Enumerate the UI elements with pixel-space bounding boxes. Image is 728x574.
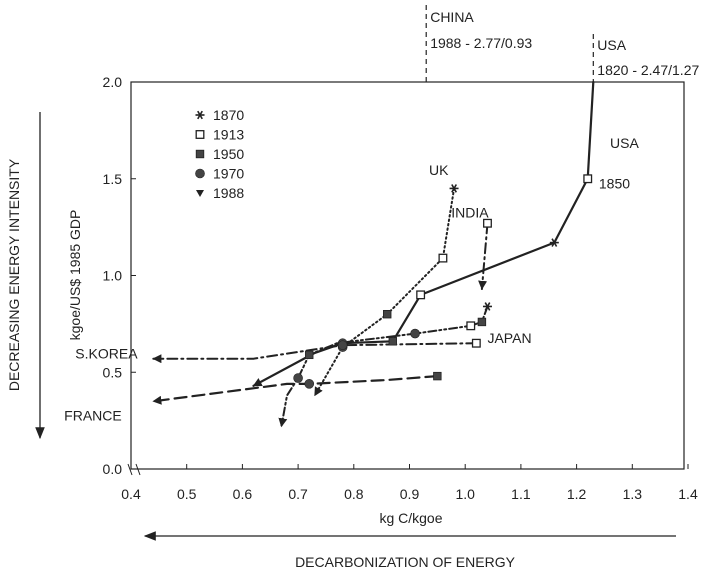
marks-layer [293, 174, 593, 389]
star-stroke [197, 110, 203, 120]
x-tick-label: 1.2 [567, 486, 587, 502]
marker-1870 [482, 302, 492, 311]
y-tick-label: 1.0 [103, 268, 123, 284]
marker-1913 [483, 218, 492, 228]
marker-1970 [304, 379, 315, 389]
annotation-france: FRANCE [64, 408, 122, 424]
x-tick-label: 0.5 [177, 486, 197, 502]
marker-1970 [293, 373, 303, 383]
x-tick-label: 1.1 [511, 486, 531, 502]
legend-label-1913: 1913 [213, 127, 244, 143]
outer-y-label: DECREASING ENERGY INTENSITY [6, 158, 22, 391]
series-usa-line [252, 80, 595, 387]
marker-1913 [471, 338, 481, 348]
marker-1950 [383, 309, 392, 319]
marker-1913 [416, 290, 426, 300]
labels-layer: UK INDIA JAPAN S.KOREA FRANCE USA 1850 CHINA 198… [64, 5, 699, 424]
y-tick-label: 0.5 [103, 364, 123, 380]
offscale-china-value: 1988 - 2.77/0.93 [430, 35, 532, 51]
marker-1913 [583, 174, 593, 184]
marker-1970 [337, 340, 348, 350]
legend-label-1950: 1950 [213, 146, 244, 162]
marker-1988 [196, 190, 204, 197]
marker-1950 [433, 371, 442, 381]
x-tick-label: 0.8 [344, 486, 364, 502]
y-tick-label: 0.0 [103, 461, 123, 477]
y-tick-label: 2.0 [103, 74, 123, 90]
marker-1970 [195, 168, 205, 179]
x-tick-label: 0.6 [233, 486, 253, 502]
x-axis-title: kg C/kgoe [379, 510, 442, 526]
offscale-usa-value: 1820 - 2.47/1.27 [597, 62, 699, 78]
marker-1913 [195, 130, 205, 139]
series-uk-line [313, 187, 456, 397]
offscale-usa-country: USA [597, 37, 626, 53]
marker-1950 [305, 350, 314, 360]
axis-break [127, 463, 141, 476]
x-tick-label: 0.4 [121, 486, 141, 502]
marker-1870 [549, 238, 559, 247]
marker-1870 [449, 184, 459, 193]
series-india-line [478, 222, 489, 290]
marker-1970 [410, 328, 420, 339]
legend-label-1988: 1988 [213, 185, 244, 201]
annotation-skorea: S.KOREA [75, 346, 138, 362]
x-tick-label: 1.0 [455, 486, 475, 502]
annotation-uk: UK [429, 162, 449, 178]
x-tick-label: 1.3 [623, 486, 643, 502]
annotation-japan: JAPAN [487, 330, 531, 346]
annotation-1850: 1850 [599, 175, 630, 191]
x-tick-label: 1.4 [678, 486, 698, 502]
y-axis-title: kgoe/US$ 1985 GDP [67, 210, 83, 341]
offscale-china-country: CHINA [430, 9, 474, 25]
annotation-usa: USA [610, 135, 639, 151]
outer-x-label: DECARBONIZATION OF ENERGY [295, 554, 516, 570]
legend-label-1870: 1870 [213, 107, 244, 123]
series-japan-line [278, 305, 489, 428]
axis-ticks: 0.4 0.5 0.6 0.7 0.8 0.9 1.0 1.1 1.2 1.3 1.4 0.0 0.5 1… [103, 74, 698, 502]
x-tick-label: 0.7 [288, 486, 308, 502]
marker-1870 [195, 110, 205, 120]
legend-label-1970: 1970 [213, 166, 244, 182]
annotation-india: INDIA [451, 204, 489, 220]
star-stroke [451, 184, 458, 193]
star-stroke [551, 238, 558, 247]
plot-frame [127, 81, 685, 476]
y-tick-label: 1.5 [103, 171, 123, 187]
marker-1913 [466, 321, 476, 331]
x-tick-label: 0.9 [400, 486, 420, 502]
series-skorea-line [152, 342, 478, 364]
marker-1950 [195, 149, 205, 159]
star-stroke [484, 302, 491, 311]
series-france-line [152, 375, 439, 405]
legend: 1870 1913 1950 1970 1988 [195, 107, 244, 201]
marker-1950 [388, 337, 397, 346]
marker-1913 [438, 253, 448, 263]
marker-1950 [477, 317, 487, 327]
